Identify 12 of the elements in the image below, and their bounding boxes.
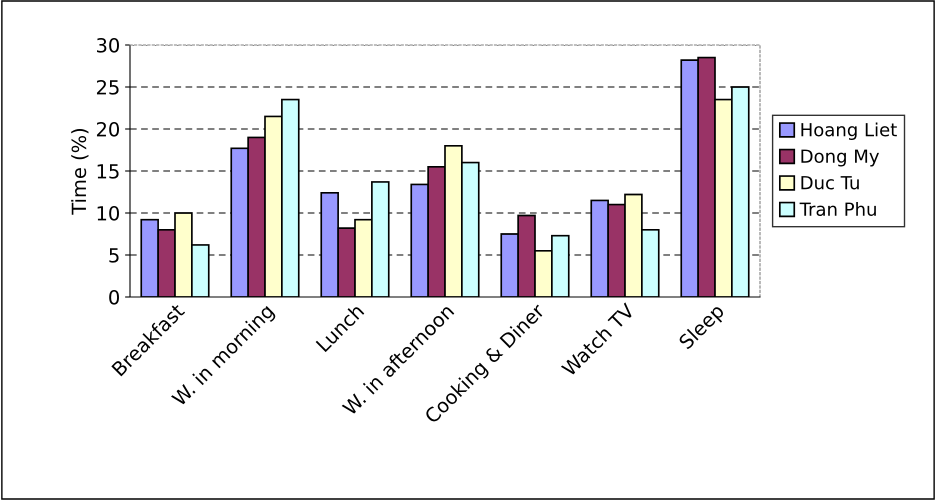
y-tick-label: 5 [109,248,119,263]
y-tick-label: 0 [109,290,119,305]
legend-label: Hoang Liet [801,122,897,140]
y-tick-label: 20 [96,122,119,137]
y-tick-label: 30 [97,38,119,53]
y-tick-label: 15 [98,164,119,179]
y-axis-title: Time (%) [71,128,88,215]
legend-label: Tran Phu [800,202,876,216]
y-tick-label: 10 [98,206,119,221]
y-tick-label: 25 [96,80,119,95]
legend-label: Dong My [801,150,880,166]
legend-label: Duc Tu [801,176,859,190]
